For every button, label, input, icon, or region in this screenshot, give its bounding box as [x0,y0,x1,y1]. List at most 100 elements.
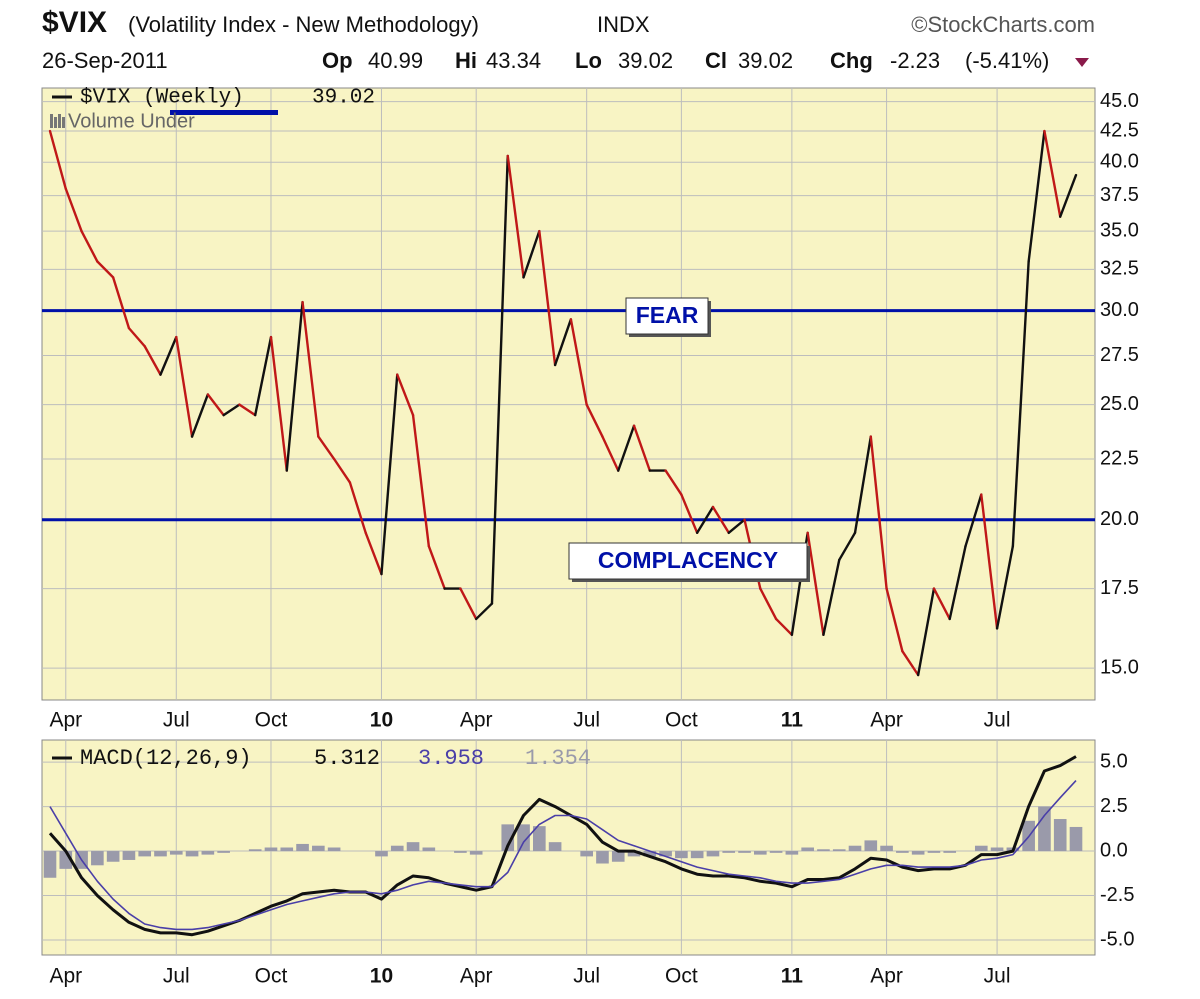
legend-value: 39.02 [312,87,375,110]
price-segment [695,505,715,534]
op-label: Op [322,48,353,73]
histogram-bar [580,851,593,857]
price-segment [617,424,636,472]
price-segment [553,318,573,367]
x-tick-label: 11 [781,709,804,732]
macd-line [48,755,1077,937]
x-tick-label: Jul [573,709,600,732]
histogram-bar [406,842,420,852]
histogram-bar [864,840,878,852]
histogram-bar [753,851,767,855]
histogram-bar [769,851,783,853]
y-tick-label: 5.0 [1100,750,1128,772]
y-tick-label: 17.5 [1100,577,1139,599]
y-tick-label: 0.0 [1100,839,1128,861]
price-panel: Apr Jul Oct 10 Apr Jul Oct 11 Apr Jul 15.0 17.5 20.0… [41,87,1139,732]
price-segment [853,435,872,534]
histogram-bar [169,851,183,855]
histogram-bar [896,851,909,853]
histogram-bar [1038,806,1051,852]
price-segment [727,518,746,534]
price-segment [96,260,115,279]
price-segment [317,435,336,461]
description: (Volatility Index - New Methodology) [128,12,479,37]
x-tick-label: Jul [163,965,190,988]
price-segment [48,129,67,190]
price-segment [932,587,951,621]
histogram-bar [627,851,641,857]
price-segment [632,424,652,472]
price-segment [348,481,367,534]
histogram-bar [675,851,688,859]
price-segment [238,403,257,417]
x-tick-label: Jul [984,965,1011,988]
histogram-bar [722,851,736,853]
hi-label: Hi [455,48,477,73]
histogram-bar [375,851,388,857]
histogram-bar [738,851,751,853]
price-segment [506,154,525,279]
cl-label: Cl [705,48,727,73]
price-segment [995,544,1015,630]
x-tick-label: Oct [255,965,288,988]
legend-label: $VIX (Weekly) [80,87,244,110]
price-segment [774,617,794,637]
price-segment [143,345,162,376]
histogram-bar [138,851,152,857]
x-tick-label: Oct [665,709,698,732]
macd-panel: Apr Jul Oct 10 Apr Jul Oct 11 Apr Jul -5.0 -2.5 0.0 2… [41,739,1134,988]
price-segment [964,493,983,548]
plot-area [41,739,1096,956]
histogram-bar [1069,826,1083,852]
price-segment [901,649,920,677]
histogram-bar [154,851,167,857]
histogram-bar [974,845,988,852]
price-segment [490,154,509,605]
histogram-bar [1053,819,1067,852]
price-segment [396,373,415,417]
x-tick-label: Oct [255,709,288,732]
y-tick-label: 37.5 [1100,184,1139,206]
histogram-bar [501,824,515,852]
histogram-bar [201,851,215,855]
price-segment [680,493,699,534]
price-segment [948,544,967,621]
lo-label: Lo [575,48,602,73]
x-tick-label: 11 [781,965,804,988]
price-segment [1027,129,1046,263]
cl-value: 39.02 [738,48,793,73]
price-segment [80,229,99,263]
op-value: 40.99 [368,48,423,73]
y-tick-label: 42.5 [1100,119,1139,141]
volume-icon [62,117,65,128]
y-tick-label: 35.0 [1100,219,1139,241]
chg-value: -2.23 [890,48,940,73]
histogram-bar [327,847,341,852]
price-segment [474,602,494,621]
volume-icon [58,114,61,128]
price-segment [301,300,320,438]
y-tick-label: 45.0 [1100,90,1139,112]
price-segment [127,326,146,348]
price-segment [1011,260,1030,548]
y-tick-label: 22.5 [1100,447,1139,469]
x-tick-label: Apr [49,965,82,988]
histogram-bar [454,851,467,853]
price-segment [222,403,241,417]
histogram-bar [390,845,404,852]
price-segment [838,531,857,562]
source: ©StockCharts.com [911,12,1095,37]
histogram-bar [312,845,325,852]
price-segment [869,435,888,590]
histogram-bar [990,847,1004,852]
price-segment [806,531,825,637]
price-segment [538,229,557,367]
price-segment [253,335,273,417]
volume-icon [50,114,53,128]
histogram-bar [817,849,830,852]
price-segment [269,335,288,472]
plot-area [41,87,1096,701]
overlay-label: Volume Under [68,110,195,132]
price-segment [822,558,841,637]
